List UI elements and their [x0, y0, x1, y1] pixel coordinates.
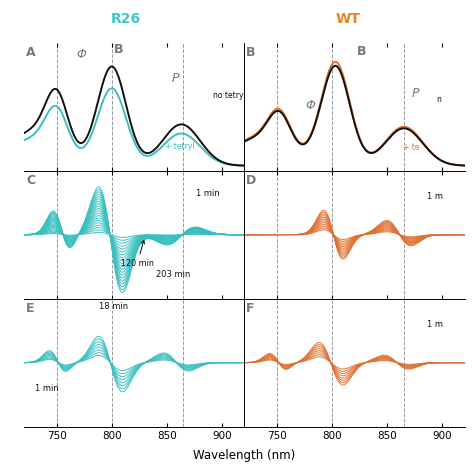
- Text: B: B: [356, 45, 366, 58]
- Text: no tetryl: no tetryl: [213, 91, 246, 100]
- Text: + te: + te: [403, 143, 419, 152]
- Text: Wavelength (nm): Wavelength (nm): [193, 449, 295, 462]
- Text: 1 m: 1 m: [427, 192, 443, 201]
- Text: P: P: [411, 87, 419, 100]
- Text: R26: R26: [110, 12, 141, 26]
- Text: + tetryl: + tetryl: [165, 143, 194, 152]
- Text: A: A: [26, 46, 36, 60]
- Text: D: D: [246, 174, 256, 188]
- Text: E: E: [26, 302, 35, 316]
- Text: WT: WT: [336, 12, 361, 26]
- Text: 1 m: 1 m: [427, 320, 443, 329]
- Text: Φ: Φ: [77, 48, 86, 61]
- Text: B: B: [114, 43, 124, 55]
- Text: n: n: [436, 94, 441, 103]
- Text: Φ: Φ: [306, 99, 316, 112]
- Text: 1 min: 1 min: [35, 384, 58, 393]
- Text: 1 min: 1 min: [196, 189, 219, 198]
- Text: 18 min: 18 min: [99, 302, 128, 311]
- Text: 120 min: 120 min: [121, 240, 154, 268]
- Text: C: C: [26, 174, 35, 188]
- Text: P: P: [172, 72, 179, 85]
- Text: B: B: [246, 46, 256, 60]
- Text: F: F: [246, 302, 255, 316]
- Text: 203 min: 203 min: [156, 270, 191, 279]
